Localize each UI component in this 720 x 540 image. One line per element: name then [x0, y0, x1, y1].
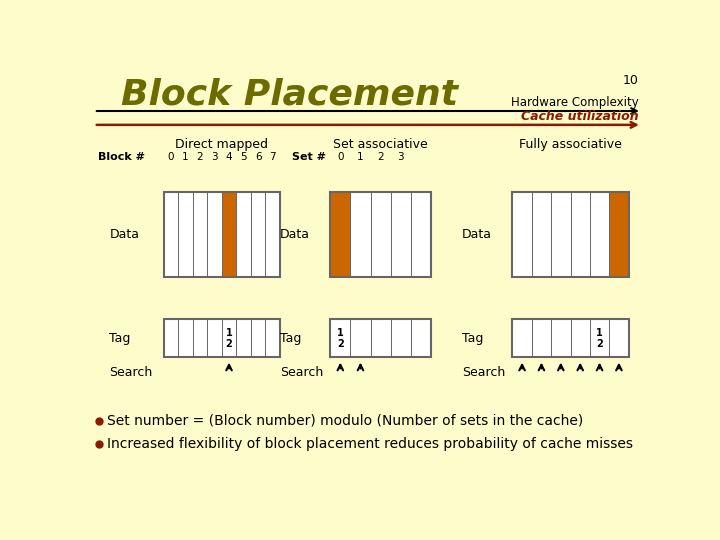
Text: Direct mapped: Direct mapped [175, 138, 269, 151]
Text: 10: 10 [623, 74, 639, 87]
Bar [513, 192, 629, 276]
Bar [391, 319, 411, 357]
Text: 1: 1 [182, 152, 189, 162]
Text: 1: 1 [596, 328, 603, 338]
Bar [251, 319, 266, 357]
Text: 1: 1 [225, 328, 233, 338]
Text: Block #: Block # [98, 152, 145, 162]
Bar [513, 192, 532, 276]
Bar [163, 192, 178, 276]
Bar [266, 192, 280, 276]
Bar [551, 192, 570, 276]
Bar [193, 192, 207, 276]
Text: Tag: Tag [462, 332, 483, 345]
Bar [193, 319, 207, 357]
Text: Search: Search [109, 366, 153, 379]
Text: Fully associative: Fully associative [519, 138, 622, 151]
Text: Hardware Complexity: Hardware Complexity [511, 96, 639, 109]
Text: 2: 2 [197, 152, 203, 162]
Text: Tag: Tag [109, 332, 131, 345]
Bar [266, 319, 280, 357]
Text: Data: Data [280, 228, 310, 241]
Text: 4: 4 [225, 152, 233, 162]
Bar [551, 319, 570, 357]
Bar [222, 192, 236, 276]
Text: Increased flexibility of block placement reduces probability of cache misses: Increased flexibility of block placement… [107, 437, 633, 451]
Text: Data: Data [109, 228, 140, 241]
Bar [222, 319, 236, 357]
Bar [236, 319, 251, 357]
Bar [391, 192, 411, 276]
Text: Search: Search [280, 366, 323, 379]
Text: Cache utilization: Cache utilization [521, 110, 639, 123]
Text: 6: 6 [255, 152, 261, 162]
Bar [411, 319, 431, 357]
Bar [351, 319, 371, 357]
Text: 2: 2 [377, 152, 384, 162]
Bar [411, 192, 431, 276]
Bar [178, 319, 193, 357]
Bar [570, 319, 590, 357]
Text: 1: 1 [337, 328, 343, 338]
Bar [163, 319, 280, 357]
Text: Tag: Tag [280, 332, 301, 345]
Bar [163, 319, 178, 357]
Text: 1: 1 [357, 152, 364, 162]
Bar [513, 319, 629, 357]
Text: 2: 2 [225, 339, 233, 348]
Text: 2: 2 [337, 339, 343, 348]
Bar [330, 192, 431, 276]
Bar [251, 192, 266, 276]
Bar [178, 192, 193, 276]
Text: Data: Data [462, 228, 492, 241]
Text: 2: 2 [596, 339, 603, 348]
Text: 5: 5 [240, 152, 247, 162]
Bar [590, 319, 609, 357]
Text: 3: 3 [397, 152, 404, 162]
Bar [590, 192, 609, 276]
Text: 0: 0 [168, 152, 174, 162]
Bar [330, 319, 351, 357]
Text: 3: 3 [211, 152, 217, 162]
Bar [330, 319, 431, 357]
Bar [570, 192, 590, 276]
Bar [371, 319, 391, 357]
Bar [207, 192, 222, 276]
Bar [330, 192, 351, 276]
Text: 0: 0 [337, 152, 343, 162]
Bar [609, 192, 629, 276]
Bar [236, 192, 251, 276]
Text: Search: Search [462, 366, 505, 379]
Bar [532, 192, 551, 276]
Text: Set #: Set # [292, 152, 325, 162]
Text: 7: 7 [269, 152, 276, 162]
Text: Set associative: Set associative [333, 138, 428, 151]
Bar [371, 192, 391, 276]
Bar [532, 319, 551, 357]
Bar [609, 319, 629, 357]
Bar [513, 319, 532, 357]
Bar [163, 192, 280, 276]
Bar [207, 319, 222, 357]
Text: Set number = (Block number) modulo (Number of sets in the cache): Set number = (Block number) modulo (Numb… [107, 414, 583, 428]
Bar [351, 192, 371, 276]
Text: Block Placement: Block Placement [122, 77, 459, 111]
